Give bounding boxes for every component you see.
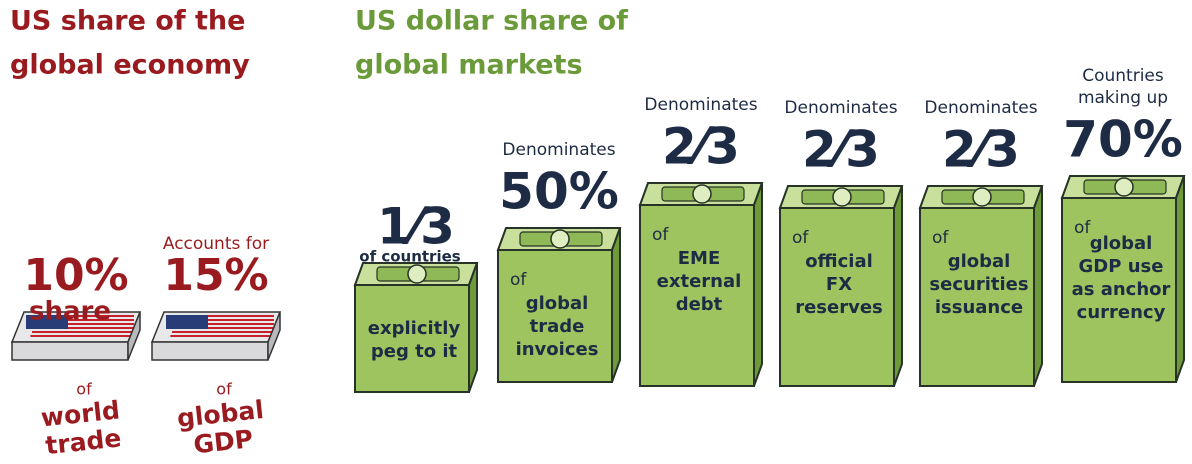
label: trade xyxy=(530,316,585,337)
block-side xyxy=(754,183,762,386)
bill-seal xyxy=(551,230,569,248)
bill-seal xyxy=(408,265,426,283)
label: as anchor xyxy=(1072,279,1171,300)
label: GDP xyxy=(192,424,254,459)
label: currency xyxy=(1077,302,1166,323)
value: 15% xyxy=(163,250,268,301)
value: 2⁄3 xyxy=(802,121,880,179)
value: 70% xyxy=(1063,111,1183,169)
flag-canton xyxy=(166,315,208,329)
block-front xyxy=(152,342,268,360)
block-side xyxy=(1176,176,1184,382)
label: global xyxy=(948,251,1011,272)
of: of xyxy=(76,380,92,399)
value: 2⁄3 xyxy=(942,121,1020,179)
of: of xyxy=(932,228,949,248)
block-side xyxy=(469,263,477,392)
block-side xyxy=(1034,186,1042,386)
block-side xyxy=(612,228,620,382)
label: explicitly xyxy=(368,318,461,339)
label: issuance xyxy=(935,297,1023,318)
suffix: share xyxy=(29,297,111,327)
section-title: US share of the xyxy=(10,6,245,37)
of: of xyxy=(510,270,527,290)
label: external xyxy=(657,271,742,292)
of: of xyxy=(216,380,232,399)
label: invoices xyxy=(516,339,599,360)
suffix: of countries xyxy=(359,248,460,266)
bill-seal xyxy=(1115,178,1133,196)
section-title: global markets xyxy=(355,50,583,81)
value: 10% xyxy=(23,250,128,301)
label: GDP use xyxy=(1079,256,1164,277)
block-front xyxy=(12,342,128,360)
prefix: Denominates xyxy=(784,98,897,118)
prefix: making up xyxy=(1078,88,1168,108)
label: global xyxy=(1090,233,1153,254)
label: securities xyxy=(929,274,1028,295)
of: of xyxy=(792,228,809,248)
of: of xyxy=(652,225,669,245)
bill-seal xyxy=(973,188,991,206)
infographic: US share of the global economy US dollar s… xyxy=(0,0,1192,464)
label: reserves xyxy=(795,297,883,318)
bill-seal xyxy=(833,188,851,206)
label: peg to it xyxy=(371,341,458,362)
value: 2⁄3 xyxy=(662,118,740,176)
label: EME xyxy=(678,248,721,269)
prefix: Countries xyxy=(1082,66,1164,86)
label: official xyxy=(805,251,873,272)
label: global xyxy=(526,293,589,314)
section-title: global economy xyxy=(10,50,250,81)
block-side xyxy=(894,186,902,386)
value: 50% xyxy=(499,163,619,221)
label: FX xyxy=(826,274,852,295)
prefix: Denominates xyxy=(502,140,615,160)
prefix: Denominates xyxy=(924,98,1037,118)
prefix: Denominates xyxy=(644,95,757,115)
label: debt xyxy=(676,294,723,315)
section-title: US dollar share of xyxy=(355,6,628,37)
bill-seal xyxy=(693,185,711,203)
